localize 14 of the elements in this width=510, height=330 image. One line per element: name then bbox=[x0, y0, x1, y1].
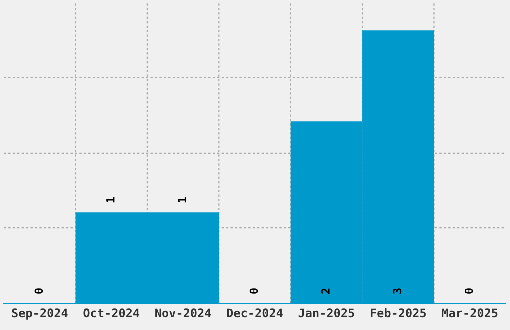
x-tick-label: Feb-2025 bbox=[371, 308, 426, 318]
data-label: 0 bbox=[34, 288, 44, 294]
data-label: 0 bbox=[464, 288, 474, 294]
data-label: 1 bbox=[106, 197, 115, 203]
x-tick-label: Oct-2024 bbox=[84, 308, 140, 318]
x-tick-label: Mar-2025 bbox=[442, 308, 498, 318]
data-label: 0 bbox=[250, 288, 258, 294]
x-tick-label: Nov-2024 bbox=[156, 308, 212, 318]
x-tick-label: Dec-2024 bbox=[227, 308, 283, 318]
data-label: 1 bbox=[178, 197, 186, 203]
x-tick-label: Sep-2024 bbox=[12, 308, 68, 320]
data-label: 2 bbox=[322, 288, 330, 294]
data-label: 3 bbox=[393, 288, 402, 294]
x-tick-label: Jan-2025 bbox=[298, 308, 354, 318]
